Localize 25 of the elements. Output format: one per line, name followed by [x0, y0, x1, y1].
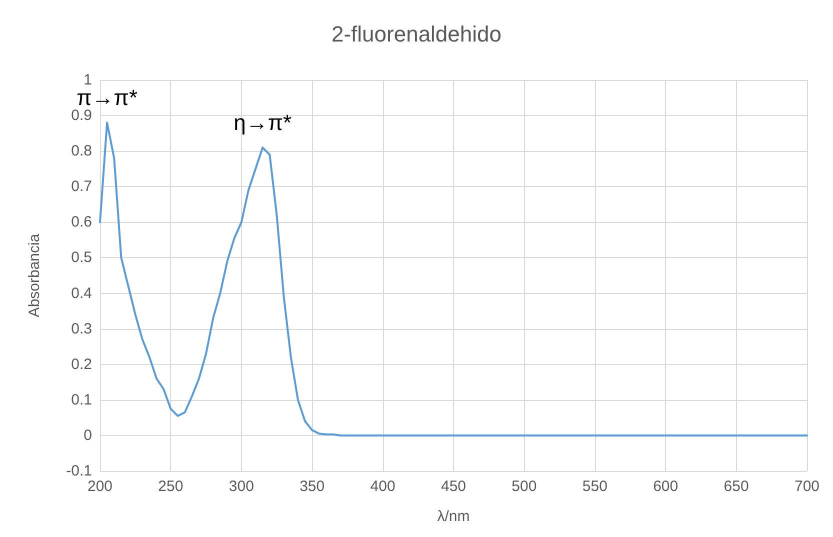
y-tick-label: 0.7	[71, 178, 92, 196]
x-tick-label: 600	[653, 478, 678, 495]
x-axis-title: λ/nm	[437, 508, 470, 525]
x-tick-label: 700	[794, 478, 820, 495]
x-tick-label: 400	[370, 478, 396, 495]
x-tick-label: 550	[582, 478, 608, 495]
x-tick-label: 450	[440, 478, 466, 495]
x-tick-label: 300	[228, 478, 254, 495]
y-tick-label: 0.6	[71, 214, 92, 231]
y-tick-label: 0.8	[71, 142, 92, 160]
y-tick-label: 0	[84, 426, 92, 444]
x-tick-label: 650	[724, 478, 749, 495]
y-tick-label: -0.1	[66, 462, 92, 480]
y-tick-label: 0.1	[71, 391, 92, 408]
annotation: η→π*	[234, 110, 292, 136]
y-tick-label: 0.2	[71, 356, 92, 373]
y-axis-title: Absorbancia	[26, 233, 43, 318]
y-tick-label: 0.5	[71, 249, 92, 266]
x-tick-label: 200	[87, 478, 113, 495]
chart-title: 2-fluorenaldehido	[331, 22, 502, 46]
x-tick-label: 500	[512, 478, 537, 495]
x-tick-label: 250	[158, 478, 184, 495]
y-tick-label: 0.3	[71, 320, 92, 338]
y-tick-label: 0.4	[71, 284, 92, 302]
x-tick-label: 350	[300, 478, 325, 495]
